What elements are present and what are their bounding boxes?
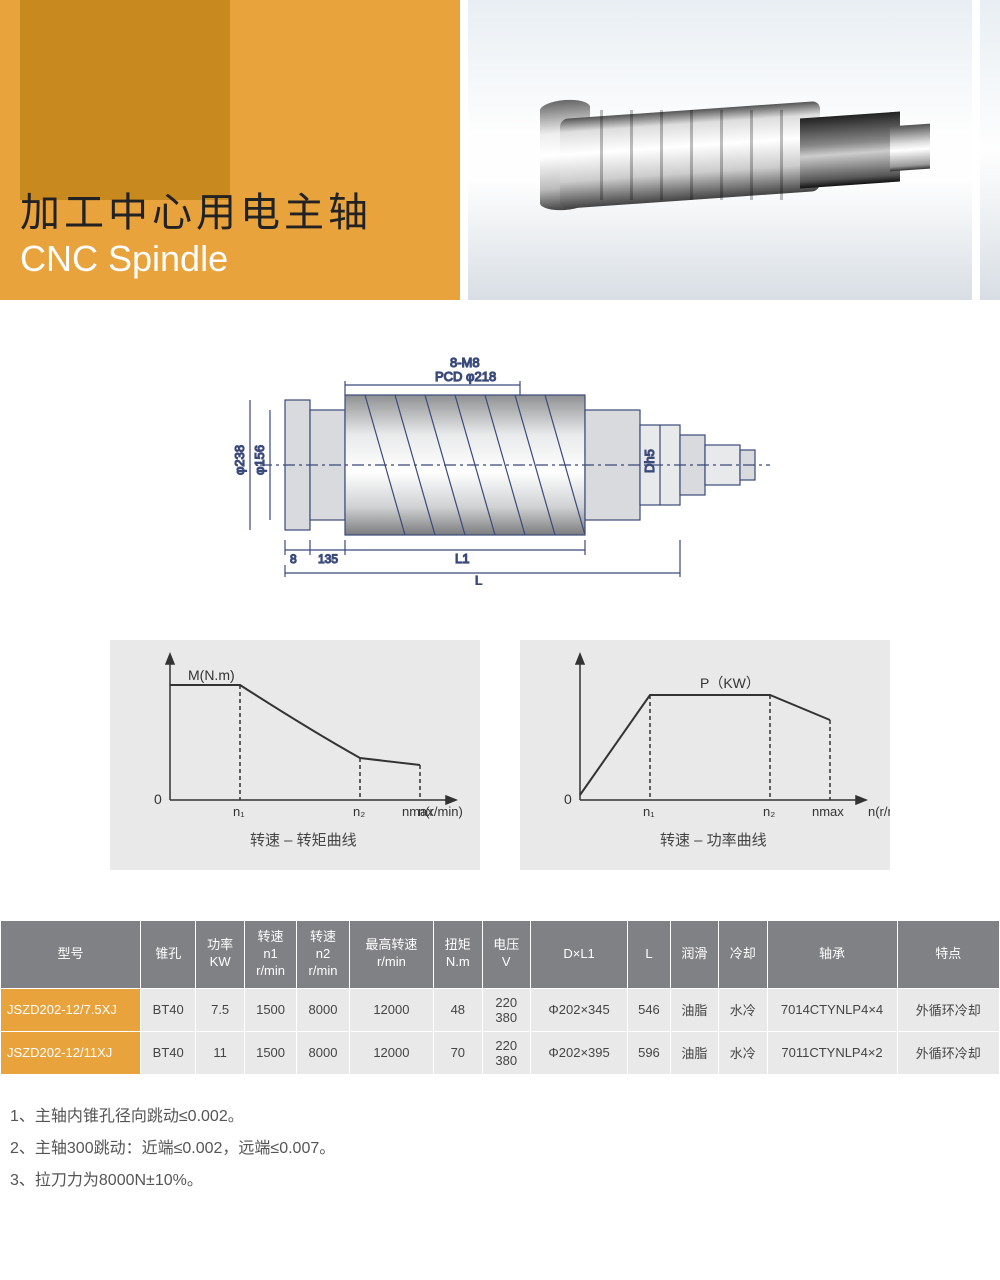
technical-drawing: 8-M8 PCD φ218 [190, 355, 810, 590]
dim-135: 135 [318, 552, 338, 566]
cell-taper: BT40 [141, 1031, 196, 1074]
th-lube: 润滑 [670, 921, 718, 989]
power-xlabel: n(r/min) [868, 804, 890, 819]
side-strip [980, 0, 1000, 300]
power-nmax: nmax [812, 804, 844, 819]
cell-lube: 油脂 [670, 1031, 718, 1074]
power-n1: n₁ [643, 804, 655, 819]
charts-row: M(N.m) 0 n₁ n₂ nmax n(r/min) 转速 – 转矩曲线 P… [0, 640, 1000, 870]
th-nmax: 最高转速r/min [349, 921, 433, 989]
cell-L: 596 [628, 1031, 670, 1074]
dim-d238: φ238 [232, 445, 247, 475]
table-row: JSZD202-12/7.5XJBT407.515008000120004822… [1, 988, 1000, 1031]
power-ylabel: P（KW） [700, 675, 760, 691]
torque-chart: M(N.m) 0 n₁ n₂ nmax n(r/min) 转速 – 转矩曲线 [110, 640, 480, 870]
power-chart: P（KW） 0 n₁ n₂ nmax n(r/min) 转速 – 功率曲线 [520, 640, 890, 870]
cell-n1: 1500 [244, 988, 296, 1031]
cell-nmax: 12000 [349, 1031, 433, 1074]
cell-voltage: 220380 [482, 988, 530, 1031]
notes: 1、主轴内锥孔径向跳动≤0.002。 2、主轴300跳动：近端≤0.002，远端… [0, 1101, 1000, 1197]
th-torque: 扭矩N.m [434, 921, 482, 989]
power-caption: 转速 – 功率曲线 [660, 832, 767, 849]
cell-n2: 8000 [297, 1031, 349, 1074]
table-row: JSZD202-12/11XJBT40111500800012000702203… [1, 1031, 1000, 1074]
th-taper: 锥孔 [141, 921, 196, 989]
spec-table: 型号 锥孔 功率KW 转速n1r/min 转速n2r/min 最高转速r/min… [0, 920, 1000, 1075]
th-n2: 转速n2r/min [297, 921, 349, 989]
note-1: 1、主轴内锥孔径向跳动≤0.002。 [10, 1101, 1000, 1133]
dim-8m8: 8-M8 [450, 355, 480, 370]
cell-power: 7.5 [196, 988, 244, 1031]
note-2: 2、主轴300跳动：近端≤0.002，远端≤0.007。 [10, 1133, 1000, 1165]
cell-dxl1: Φ202×345 [530, 988, 627, 1031]
th-dxl1: D×L1 [530, 921, 627, 989]
cell-L: 546 [628, 988, 670, 1031]
title-en: CNC Spindle [20, 238, 460, 280]
note-3: 3、拉刀力为8000N±10%。 [10, 1165, 1000, 1197]
title-block: 加工中心用电主轴 CNC Spindle [0, 0, 460, 300]
cell-taper: BT40 [141, 988, 196, 1031]
cell-torque: 70 [434, 1031, 482, 1074]
table-header-row: 型号 锥孔 功率KW 转速n1r/min 转速n2r/min 最高转速r/min… [1, 921, 1000, 989]
dim-d156: φ156 [252, 445, 267, 475]
cell-bearing: 7011CTYNLP4×2 [767, 1031, 897, 1074]
cell-model: JSZD202-12/7.5XJ [1, 988, 141, 1031]
cell-power: 11 [196, 1031, 244, 1074]
cell-bearing: 7014CTYNLP4×4 [767, 988, 897, 1031]
torque-xlabel: n(r/min) [418, 804, 463, 819]
cell-voltage: 220380 [482, 1031, 530, 1074]
torque-ylabel: M(N.m) [188, 667, 235, 683]
torque-n2: n₂ [353, 804, 365, 819]
th-L: L [628, 921, 670, 989]
cell-torque: 48 [434, 988, 482, 1031]
cell-dxl1: Φ202×395 [530, 1031, 627, 1074]
cell-cool: 水冷 [719, 988, 767, 1031]
th-bearing: 轴承 [767, 921, 897, 989]
page-header: 加工中心用电主轴 CNC Spindle [0, 0, 1000, 300]
title-cn: 加工中心用电主轴 [20, 180, 460, 238]
th-feature: 特点 [897, 921, 999, 989]
cell-nmax: 12000 [349, 988, 433, 1031]
torque-n1: n₁ [233, 804, 245, 819]
cell-feature: 外循环冷却 [897, 1031, 999, 1074]
cell-n1: 1500 [244, 1031, 296, 1074]
dim-dh5: Dh5 [642, 449, 657, 473]
cell-n2: 8000 [297, 988, 349, 1031]
torque-caption: 转速 – 转矩曲线 [250, 832, 357, 849]
power-origin: 0 [564, 791, 572, 807]
dim-l1: L1 [455, 551, 469, 566]
th-voltage: 电压V [482, 921, 530, 989]
dim-pcd: PCD φ218 [435, 369, 496, 384]
th-n1: 转速n1r/min [244, 921, 296, 989]
th-model: 型号 [1, 921, 141, 989]
th-power: 功率KW [196, 921, 244, 989]
cell-model: JSZD202-12/11XJ [1, 1031, 141, 1074]
cell-cool: 水冷 [719, 1031, 767, 1074]
power-n2: n₂ [763, 804, 775, 819]
product-photo [468, 0, 972, 300]
torque-origin: 0 [154, 791, 162, 807]
cell-lube: 油脂 [670, 988, 718, 1031]
cell-feature: 外循环冷却 [897, 988, 999, 1031]
th-cool: 冷却 [719, 921, 767, 989]
dim-l: L [475, 573, 482, 585]
dim-8: 8 [290, 552, 297, 566]
